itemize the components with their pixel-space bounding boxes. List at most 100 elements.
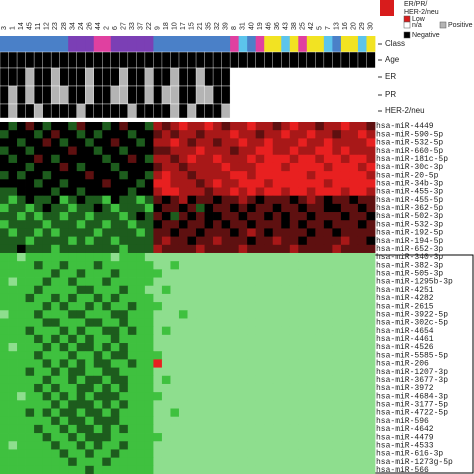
heatmap-cell xyxy=(247,293,257,303)
heatmap-cell xyxy=(110,269,120,278)
heatmap-cell xyxy=(255,318,265,328)
heatmap-cell xyxy=(51,203,61,213)
heatmap-cell xyxy=(102,171,112,180)
heatmap-cell xyxy=(119,293,129,303)
heatmap-cell xyxy=(196,326,205,336)
heatmap-cell xyxy=(76,154,86,164)
heatmap-cell xyxy=(255,326,265,336)
heatmap-cell xyxy=(153,457,163,467)
heatmap-cell xyxy=(340,261,350,270)
heatmap-cell xyxy=(349,318,359,328)
heatmap-cell xyxy=(196,383,205,393)
heatmap-cell xyxy=(17,441,26,450)
annotation-cell xyxy=(187,85,197,105)
row-label: hsa-miR-4449 xyxy=(376,122,434,131)
annotation-cell xyxy=(349,67,359,87)
heatmap-cell xyxy=(68,122,78,131)
heatmap-cell xyxy=(247,154,257,164)
heatmap-cell xyxy=(93,449,103,459)
heatmap-cell xyxy=(85,408,95,418)
heatmap-cell xyxy=(68,179,78,188)
heatmap-cell xyxy=(178,195,188,205)
heatmap-cell xyxy=(42,138,52,147)
heatmap-cell xyxy=(178,375,188,385)
heatmap-cell xyxy=(8,457,18,467)
heatmap-cell xyxy=(8,293,18,303)
heatmap-cell xyxy=(289,400,299,409)
heatmap-cell xyxy=(42,244,52,254)
heatmap-cell xyxy=(281,195,291,205)
heatmap-cell xyxy=(25,334,35,344)
heatmap-cell xyxy=(68,441,78,450)
heatmap-cell xyxy=(136,228,146,238)
heatmap-cell xyxy=(25,138,35,147)
heatmap-cell xyxy=(34,326,44,336)
heatmap-cell xyxy=(25,179,35,188)
heatmap-cell xyxy=(42,203,52,213)
heatmap-cell xyxy=(204,179,214,188)
heatmap-cell xyxy=(315,203,325,213)
column-label: 31 xyxy=(240,22,247,30)
heatmap-cell xyxy=(213,433,222,442)
heatmap-cell xyxy=(357,367,367,377)
heatmap-cell xyxy=(0,375,9,385)
heatmap-cell xyxy=(357,408,367,418)
heatmap-cell xyxy=(349,187,359,197)
heatmap-cell xyxy=(85,343,95,352)
heatmap-cell xyxy=(93,416,103,426)
heatmap-cell xyxy=(42,220,52,229)
heatmap-cell xyxy=(17,293,26,303)
heatmap-cell xyxy=(238,457,248,467)
heatmap-cell xyxy=(161,408,171,418)
heatmap-cell xyxy=(42,433,52,442)
annotation-cell xyxy=(323,36,333,52)
heatmap-cell xyxy=(289,130,299,139)
annotation-cell xyxy=(238,51,248,69)
heatmap-cell xyxy=(366,269,376,278)
annotation-cell xyxy=(246,51,257,69)
heatmap-cell xyxy=(272,383,282,393)
heatmap-cell xyxy=(230,343,240,352)
heatmap-cell xyxy=(213,326,222,336)
heatmap-cell xyxy=(196,334,205,344)
heatmap-cell xyxy=(255,367,265,377)
heatmap-cell xyxy=(221,138,231,147)
heatmap-cell xyxy=(42,326,52,336)
heatmap-cell xyxy=(213,302,222,311)
heatmap-cell xyxy=(127,162,137,172)
heatmap-cell xyxy=(42,162,52,172)
heatmap-cell xyxy=(25,146,35,156)
heatmap-cell xyxy=(136,154,146,164)
heatmap-cell xyxy=(340,269,350,278)
annotation-cell xyxy=(298,103,308,119)
heatmap-cell xyxy=(34,261,44,270)
heatmap-cell xyxy=(264,375,274,385)
heatmap-cell xyxy=(51,326,61,336)
heatmap-cell xyxy=(204,302,214,311)
heatmap-cell xyxy=(76,441,86,450)
heatmap-cell xyxy=(298,203,308,213)
heatmap-cell xyxy=(34,408,44,418)
heatmap-cell xyxy=(255,293,265,303)
row-label: hsa-miR-652-3p xyxy=(376,245,443,254)
heatmap-cell xyxy=(213,252,222,262)
heatmap-cell xyxy=(230,228,240,238)
heatmap-cell xyxy=(272,285,282,295)
heatmap-cell xyxy=(221,285,231,295)
heatmap-cell xyxy=(230,252,240,262)
track-label: Age xyxy=(385,55,400,64)
heatmap-cell xyxy=(213,261,222,270)
heatmap-cell xyxy=(161,252,171,262)
heatmap-cell xyxy=(230,187,240,197)
heatmap-cell xyxy=(0,220,9,229)
heatmap-cell xyxy=(178,367,188,377)
heatmap-cell xyxy=(332,392,342,401)
heatmap-cell xyxy=(119,424,129,434)
heatmap-cell xyxy=(85,154,95,164)
heatmap-cell xyxy=(187,203,197,213)
heatmap-cell xyxy=(289,171,299,180)
heatmap-cell xyxy=(323,465,333,474)
heatmap-cell xyxy=(102,228,112,238)
heatmap-cell xyxy=(255,343,265,352)
heatmap-cell xyxy=(272,179,282,188)
